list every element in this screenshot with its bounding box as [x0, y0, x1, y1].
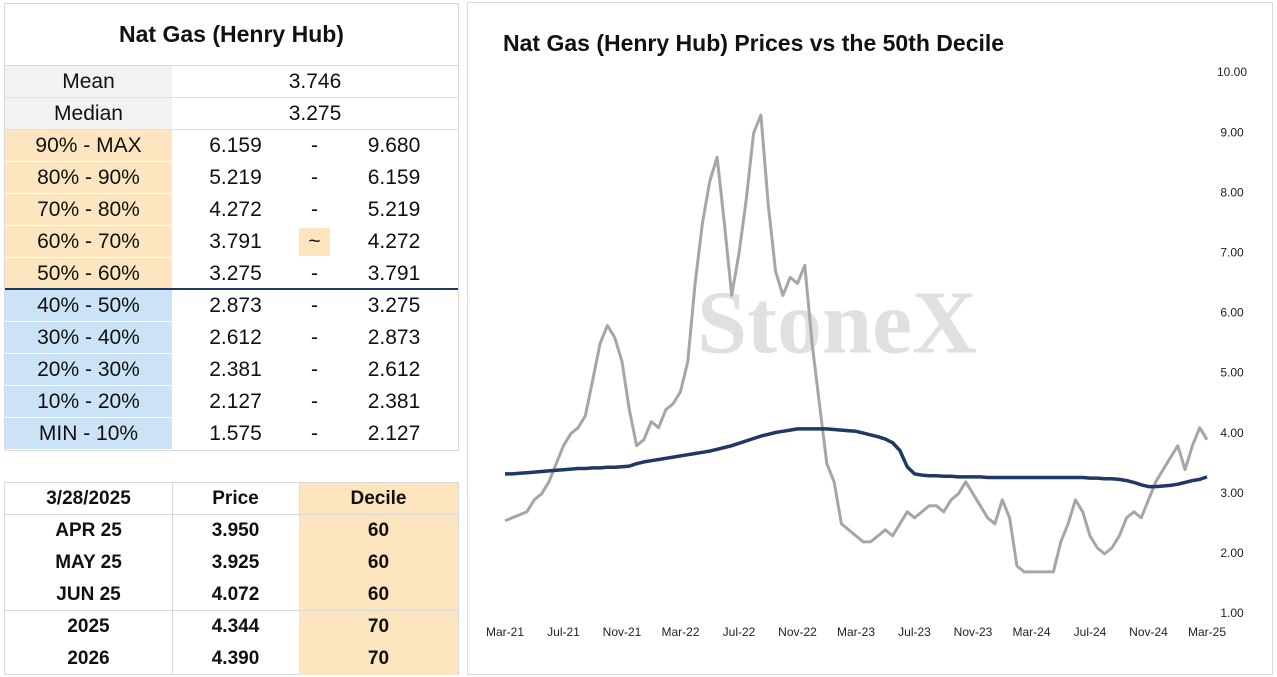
decile-low: 2.127 [209, 390, 262, 413]
decile-high: 2.127 [367, 422, 421, 445]
decile-high: 3.791 [367, 262, 421, 285]
decile-range: MIN - 10% [5, 418, 172, 450]
x-tick-label: Jul-24 [1074, 625, 1107, 639]
x-tick-label: Nov-22 [778, 625, 817, 639]
decile-low: 4.272 [209, 198, 262, 221]
price-cell: 3.925 [211, 552, 260, 573]
stat-label: Median [5, 98, 172, 130]
price-cell: APR 25 [55, 520, 122, 541]
price-cell: 70 [299, 643, 458, 675]
decile-range: 40% - 50% [5, 290, 172, 322]
col-line [299, 483, 300, 515]
stats-title: Nat Gas (Henry Hub) [5, 4, 458, 66]
col-line [172, 483, 173, 675]
chart-title: Nat Gas (Henry Hub) Prices vs the 50th D… [503, 30, 1004, 56]
decile-high: 5.219 [367, 198, 421, 221]
price-cell: 60 [299, 547, 458, 579]
price-cell: 4.344 [211, 616, 260, 637]
y-tick-label: 2.00 [1220, 546, 1244, 560]
decile-low: 2.612 [209, 326, 262, 349]
x-tick-label: Nov-23 [954, 625, 993, 639]
x-tick-label: Mar-22 [661, 625, 699, 639]
decile-range: 10% - 20% [5, 386, 172, 418]
decile-low: 1.575 [209, 422, 262, 445]
table-frame [4, 3, 459, 451]
y-tick-label: 1.00 [1220, 606, 1244, 620]
header-cell: 3/28/2025 [5, 483, 172, 515]
x-tick-label: Mar-23 [837, 625, 875, 639]
x-tick-label: Mar-21 [486, 625, 524, 639]
decile-range: 30% - 40% [5, 322, 172, 354]
decile-sep: - [311, 422, 318, 445]
decile-range: 80% - 90% [5, 162, 172, 194]
table-frame [4, 482, 459, 675]
decile-range: 90% - MAX [5, 130, 172, 162]
y-tick-label: 6.00 [1220, 306, 1244, 320]
decile-range: 70% - 80% [5, 194, 172, 226]
decile-sep: - [311, 198, 318, 221]
decile-high: 6.159 [367, 166, 421, 189]
x-tick-label: Mar-25 [1188, 625, 1226, 639]
chart: Nat Gas (Henry Hub) Prices vs the 50th D… [467, 2, 1273, 675]
price-cell: 70 [299, 611, 458, 643]
x-tick-label: Mar-24 [1012, 625, 1050, 639]
y-tick-label: 4.00 [1220, 426, 1244, 440]
decile-high: 2.612 [367, 358, 421, 381]
decile-range: 20% - 30% [5, 354, 172, 386]
price-cell: 2025 [67, 616, 110, 637]
decile-low: 3.275 [209, 261, 262, 285]
decile-low: 2.381 [209, 358, 262, 381]
x-tick-label: Jul-21 [547, 625, 580, 639]
decile-low: 3.791 [209, 230, 262, 253]
header-cell: Price [172, 483, 299, 515]
decile-low: 6.159 [209, 134, 262, 157]
y-tick-label: 5.00 [1220, 366, 1244, 380]
decile-sep: - [311, 262, 318, 285]
price-cell: 3.950 [211, 520, 260, 541]
y-tick-label: 10.00 [1217, 65, 1247, 79]
x-tick-label: Jul-23 [898, 625, 931, 639]
x-tick-label: Nov-24 [1129, 625, 1168, 639]
decile-high: 2.873 [367, 326, 421, 349]
x-tick-label: Nov-21 [603, 625, 642, 639]
x-tick-label: Jul-22 [723, 625, 756, 639]
decile-sep: - [311, 390, 318, 413]
stat-value: 3.746 [172, 66, 458, 98]
price-cell: 4.390 [211, 648, 260, 669]
price-cell: MAY 25 [55, 552, 122, 573]
y-tick-label: 3.00 [1220, 486, 1244, 500]
header-cell: Decile [299, 483, 458, 515]
decile-sep: - [311, 166, 318, 189]
stat-value: 3.275 [172, 98, 458, 130]
decile-high: 3.275 [367, 294, 421, 317]
series-line [504, 113, 1209, 574]
decile-sep: - [311, 326, 318, 349]
price-cell: JUN 25 [5, 579, 172, 611]
divider [5, 288, 458, 290]
decile-sep: - [311, 358, 318, 381]
y-tick-label: 9.00 [1220, 125, 1244, 139]
stat-label: Mean [5, 66, 172, 98]
decile-sep: ~ [299, 228, 330, 256]
decile-high: 4.272 [367, 230, 421, 253]
decile-range: 60% - 70% [5, 226, 172, 258]
decile-range: 50% - 60% [5, 258, 172, 290]
price-cell: 60 [299, 579, 458, 611]
series-line [505, 427, 1208, 489]
decile-low: 5.219 [209, 166, 262, 189]
decile-high: 2.381 [367, 390, 421, 413]
decile-sep: - [311, 134, 318, 157]
watermark: StoneX [697, 274, 977, 373]
y-tick-label: 8.00 [1220, 185, 1244, 199]
decile-low: 2.873 [209, 294, 262, 317]
y-tick-label: 7.00 [1220, 246, 1244, 260]
price-cell: 2026 [67, 648, 110, 669]
price-cell: 60 [299, 515, 458, 547]
decile-sep: - [311, 294, 318, 317]
decile-high: 9.680 [367, 134, 421, 157]
price-cell: 4.072 [172, 579, 299, 611]
